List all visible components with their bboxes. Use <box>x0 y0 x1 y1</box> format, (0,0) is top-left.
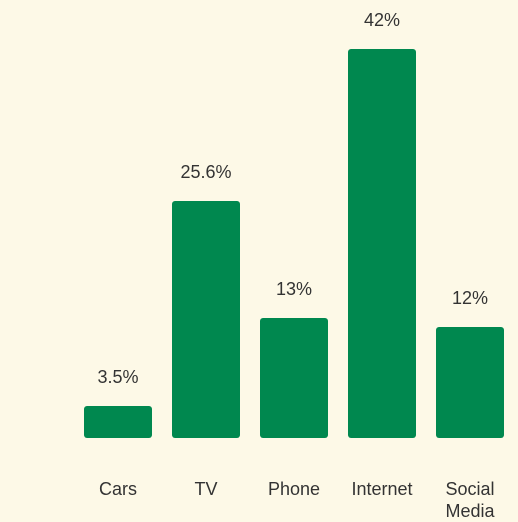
value-label: 13% <box>275 278 313 299</box>
bar <box>84 405 152 438</box>
bar <box>260 317 328 438</box>
value-label: 25.6% <box>180 161 232 182</box>
bar <box>172 200 240 438</box>
category-label: Phone <box>267 479 321 499</box>
category-label: Internet <box>351 479 413 499</box>
value-label: 12% <box>451 287 489 308</box>
value-label: 3.5% <box>97 366 139 387</box>
bar <box>436 326 504 438</box>
category-label: TV <box>194 479 218 499</box>
category-label: Cars <box>98 479 137 499</box>
value-label: 42% <box>363 10 401 30</box>
bar <box>348 49 416 438</box>
category-label: Social Media <box>445 479 495 521</box>
